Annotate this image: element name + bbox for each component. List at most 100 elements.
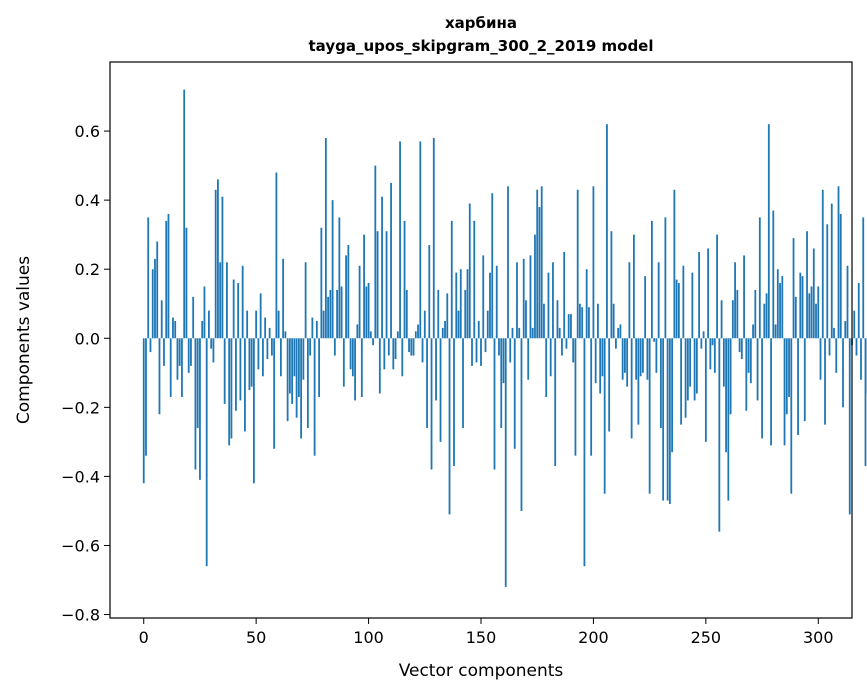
bar [372, 338, 374, 346]
bar [199, 338, 201, 480]
bar [844, 321, 847, 339]
bar [315, 321, 318, 339]
bar [828, 338, 831, 356]
bar [693, 338, 696, 401]
bar [633, 234, 635, 339]
bar [783, 338, 786, 446]
bar [561, 338, 563, 356]
bar [794, 296, 797, 339]
bar [403, 220, 406, 339]
bar [331, 200, 334, 339]
bar [716, 234, 718, 339]
bar [673, 189, 676, 339]
bar [160, 300, 163, 339]
bar [163, 338, 165, 366]
bar [662, 338, 665, 501]
bar [761, 338, 763, 439]
bar [471, 338, 473, 366]
bar [615, 338, 617, 349]
bar [192, 296, 195, 339]
bar [217, 179, 219, 339]
bar [846, 265, 849, 339]
bar [408, 338, 410, 353]
bar [219, 262, 222, 339]
bar [369, 331, 372, 339]
bar [241, 265, 244, 339]
bar [653, 338, 656, 342]
bar [475, 338, 478, 363]
bar [248, 338, 251, 391]
bar [628, 262, 631, 339]
bar [462, 338, 464, 429]
bar [567, 314, 570, 339]
bar [644, 276, 647, 339]
bar [464, 289, 467, 339]
bar [529, 255, 532, 339]
bar [601, 338, 604, 377]
bar [221, 196, 224, 339]
bar [617, 327, 620, 339]
bar [857, 283, 860, 339]
bar [468, 203, 471, 339]
bar [677, 283, 680, 339]
bar [165, 220, 168, 339]
bar [493, 338, 496, 470]
bar [556, 300, 559, 339]
bar [860, 338, 862, 380]
bar [491, 193, 494, 339]
bar [839, 213, 842, 339]
bar [824, 338, 826, 425]
bar [516, 262, 518, 339]
bar [720, 300, 723, 339]
bar [284, 331, 287, 339]
bar [619, 324, 622, 339]
bar [273, 338, 276, 449]
bar [414, 331, 417, 339]
bar [779, 283, 781, 339]
bar [603, 338, 606, 494]
bar [588, 307, 590, 339]
bar [527, 338, 530, 380]
bar [381, 196, 383, 339]
bar [754, 289, 757, 339]
bar [731, 300, 734, 339]
bar [547, 272, 550, 339]
bar [666, 338, 669, 501]
bar [810, 286, 813, 339]
bar [156, 241, 159, 339]
bar [230, 338, 233, 439]
bar [142, 338, 145, 484]
bar [293, 338, 296, 377]
bar [145, 338, 147, 456]
bar [659, 338, 662, 429]
x-tick-label: 100 [353, 628, 384, 647]
bar [776, 269, 779, 339]
bar [396, 331, 399, 339]
bar [812, 248, 815, 339]
bar [855, 338, 858, 356]
bar [167, 213, 170, 339]
bar [181, 338, 183, 397]
bar [792, 238, 795, 339]
bar [482, 255, 485, 339]
bar [345, 255, 347, 339]
bar [324, 137, 327, 339]
bar [455, 272, 458, 339]
bar [817, 286, 820, 339]
bar [489, 272, 491, 339]
bar [417, 324, 419, 339]
bar [376, 231, 379, 339]
bar [606, 124, 608, 339]
bar [399, 141, 401, 339]
bar [747, 338, 750, 373]
bar [837, 186, 840, 339]
bar [821, 189, 824, 339]
bar [385, 231, 388, 339]
bar [774, 324, 777, 339]
bar [214, 189, 217, 339]
bar [232, 279, 235, 339]
bar [338, 217, 341, 339]
bar [597, 303, 599, 339]
bar [311, 317, 314, 339]
